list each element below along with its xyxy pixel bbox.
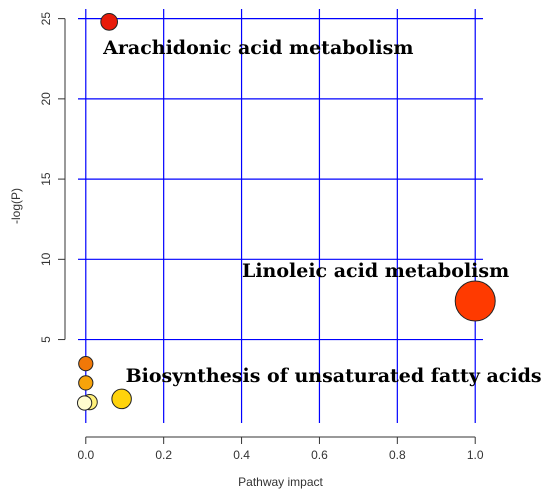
y-tick-label: 10 [39,252,53,266]
x-tick-label: 1.0 [467,448,484,462]
data-point [111,388,132,410]
data-point [454,280,496,322]
annotation-label: Arachidonic acid metabolism [102,37,413,59]
grid [78,9,483,423]
x-axis-title: Pathway impact [238,475,323,489]
axes: 0.0 0.2 0.4 0.6 0.8 1.0 5 10 15 20 25 [39,12,484,462]
x-tick-label: 0.8 [389,448,406,462]
y-tick-label: 15 [39,172,53,186]
y-tick-label: 20 [39,92,53,106]
x-tick-label: 0.6 [311,448,328,462]
annotation-label: Biosynthesis of unsaturated fatty acids [126,365,542,387]
y-tick-label: 25 [39,12,53,26]
data-point [78,356,94,372]
x-tick-label: 0.2 [155,448,172,462]
annotation-label: Linoleic acid metabolism [242,260,509,282]
data-point [78,375,94,391]
x-tick-label: 0.4 [233,448,250,462]
y-axis-title: -log(P) [9,188,23,224]
y-tick-label: 5 [39,336,53,343]
x-tick-label: 0.0 [77,448,94,462]
data-point [76,395,93,411]
data-point [100,12,119,31]
data-points [76,12,496,411]
annotations: Arachidonic acid metabolism Linoleic acid… [102,37,541,387]
